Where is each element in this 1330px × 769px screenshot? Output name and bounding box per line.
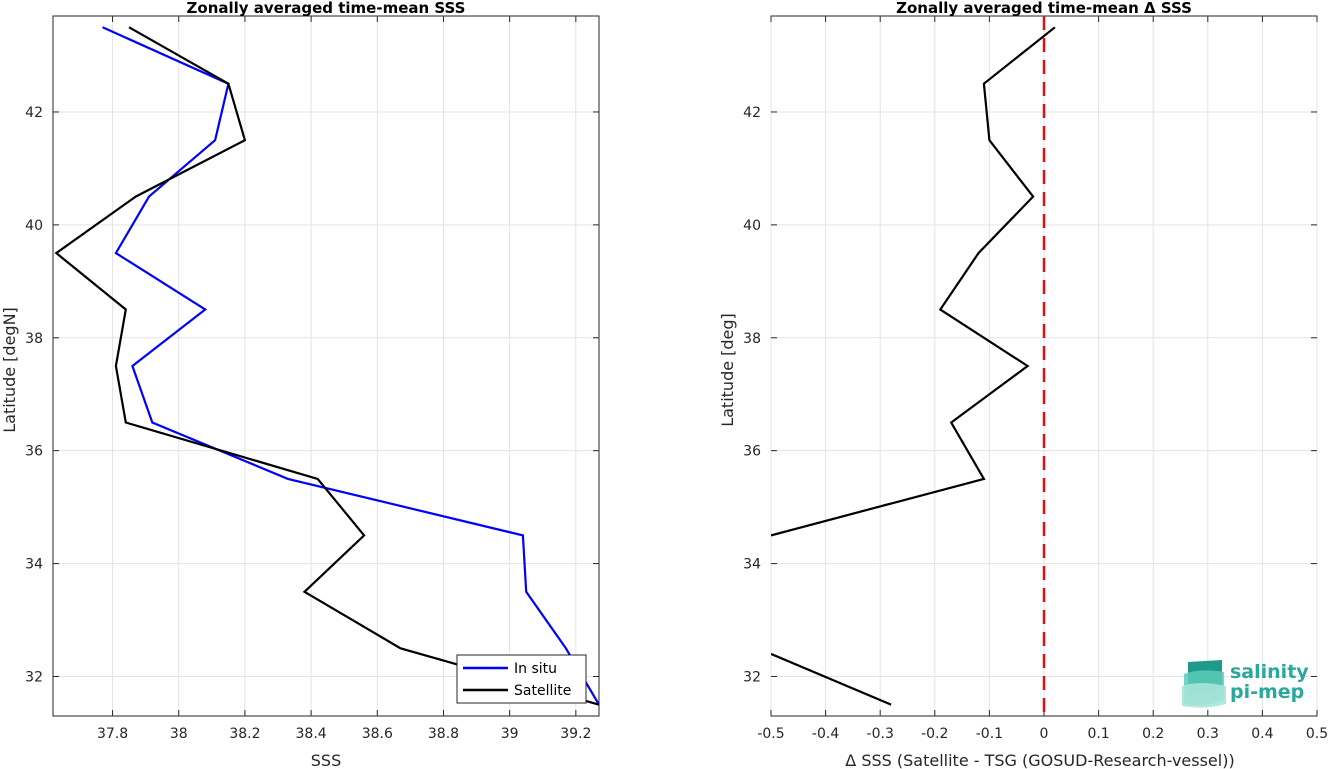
right-x-axis-label: Δ SSS (Satellite - TSG (GOSUD-Research-v…: [845, 751, 1234, 769]
right-ticks: -0.5 -0.4 -0.3 -0.2 -0.1 0 0.1 0.2 0.3 0.4 0.5 32 34…: [743, 16, 1328, 742]
left-grid: [53, 16, 599, 716]
left-y-tick-label: 34: [25, 557, 43, 573]
right-y-tick-label: 36: [743, 444, 761, 460]
left-y-tick-label: 32: [25, 669, 43, 685]
right-y-tick-label: 34: [743, 557, 761, 573]
left-panel: 37.8 38 38.2 38.4 38.6 38.8 39 39.2 32 34 36 38 40 42…: [0, 0, 600, 769]
left-y-tick-label: 42: [25, 105, 43, 121]
right-x-tick-label: -0.2: [921, 726, 948, 742]
left-x-tick-label: 38.2: [229, 726, 260, 742]
left-y-tick-label: 36: [25, 444, 43, 460]
right-panel: -0.5 -0.4 -0.3 -0.2 -0.1 0 0.1 0.2 0.3 0.4 0.5 32 34…: [718, 0, 1328, 769]
right-x-tick-label: -0.5: [757, 726, 784, 742]
right-chart-title: Zonally averaged time-mean Δ SSS: [896, 0, 1192, 17]
left-ticks: 37.8 38 38.2 38.4 38.6 38.8 39 39.2 32 34 36 38 40 42: [25, 16, 599, 742]
left-x-axis-label: SSS: [311, 751, 341, 769]
right-x-tick-label: 0.5: [1306, 726, 1328, 742]
left-y-tick-label: 40: [25, 218, 43, 234]
legend-label-satellite: Satellite: [514, 683, 571, 699]
left-y-axis-label: Latitude [degN]: [0, 307, 19, 433]
left-lines: [54, 26, 599, 706]
logo-text-pi-mep: pi-mep: [1230, 681, 1304, 703]
left-x-tick-label: 38.8: [428, 726, 459, 742]
right-y-tick-label: 32: [743, 669, 761, 685]
right-x-tick-label: 0: [1040, 726, 1049, 742]
salinity-pi-mep-logo: salinity pi-mep: [1182, 660, 1309, 708]
left-chart-title: Zonally averaged time-mean SSS: [187, 0, 466, 17]
right-y-axis-label: Latitude [deg]: [718, 313, 737, 427]
left-x-tick-label: 38.4: [296, 726, 327, 742]
right-x-tick-label: 0.2: [1142, 726, 1164, 742]
right-series-line-series-0: [771, 652, 892, 706]
left-x-tick-label: 39.2: [560, 726, 591, 742]
right-y-tick-label: 38: [743, 331, 761, 347]
right-x-tick-label: -0.4: [812, 726, 839, 742]
right-x-tick-label: -0.3: [867, 726, 894, 742]
left-x-tick-label: 38.6: [362, 726, 393, 742]
left-y-tick-label: 38: [25, 331, 43, 347]
legend-box: [456, 654, 587, 704]
right-y-tick-label: 40: [743, 218, 761, 234]
left-x-tick-label: 38: [170, 726, 188, 742]
right-x-tick-label: 0.3: [1197, 726, 1219, 742]
left-series-line-satellite: [54, 26, 599, 706]
left-x-tick-label: 39: [501, 726, 519, 742]
wave-logo-icon: [1182, 660, 1226, 708]
right-x-tick-label: 0.4: [1251, 726, 1273, 742]
right-y-tick-label: 42: [743, 105, 761, 121]
right-x-tick-label: 0.1: [1087, 726, 1109, 742]
right-series-line-series-0: [771, 26, 1056, 537]
left-plot-area: [52, 15, 600, 717]
left-x-tick-label: 37.8: [97, 726, 128, 742]
left-series-line-in-situ: [102, 26, 599, 706]
right-lines: [771, 16, 1056, 716]
logo-text-salinity: salinity: [1230, 661, 1309, 683]
right-x-tick-label: -0.1: [976, 726, 1003, 742]
legend: In situ Satellite: [456, 654, 587, 704]
legend-label-in-situ: In situ: [514, 661, 557, 677]
